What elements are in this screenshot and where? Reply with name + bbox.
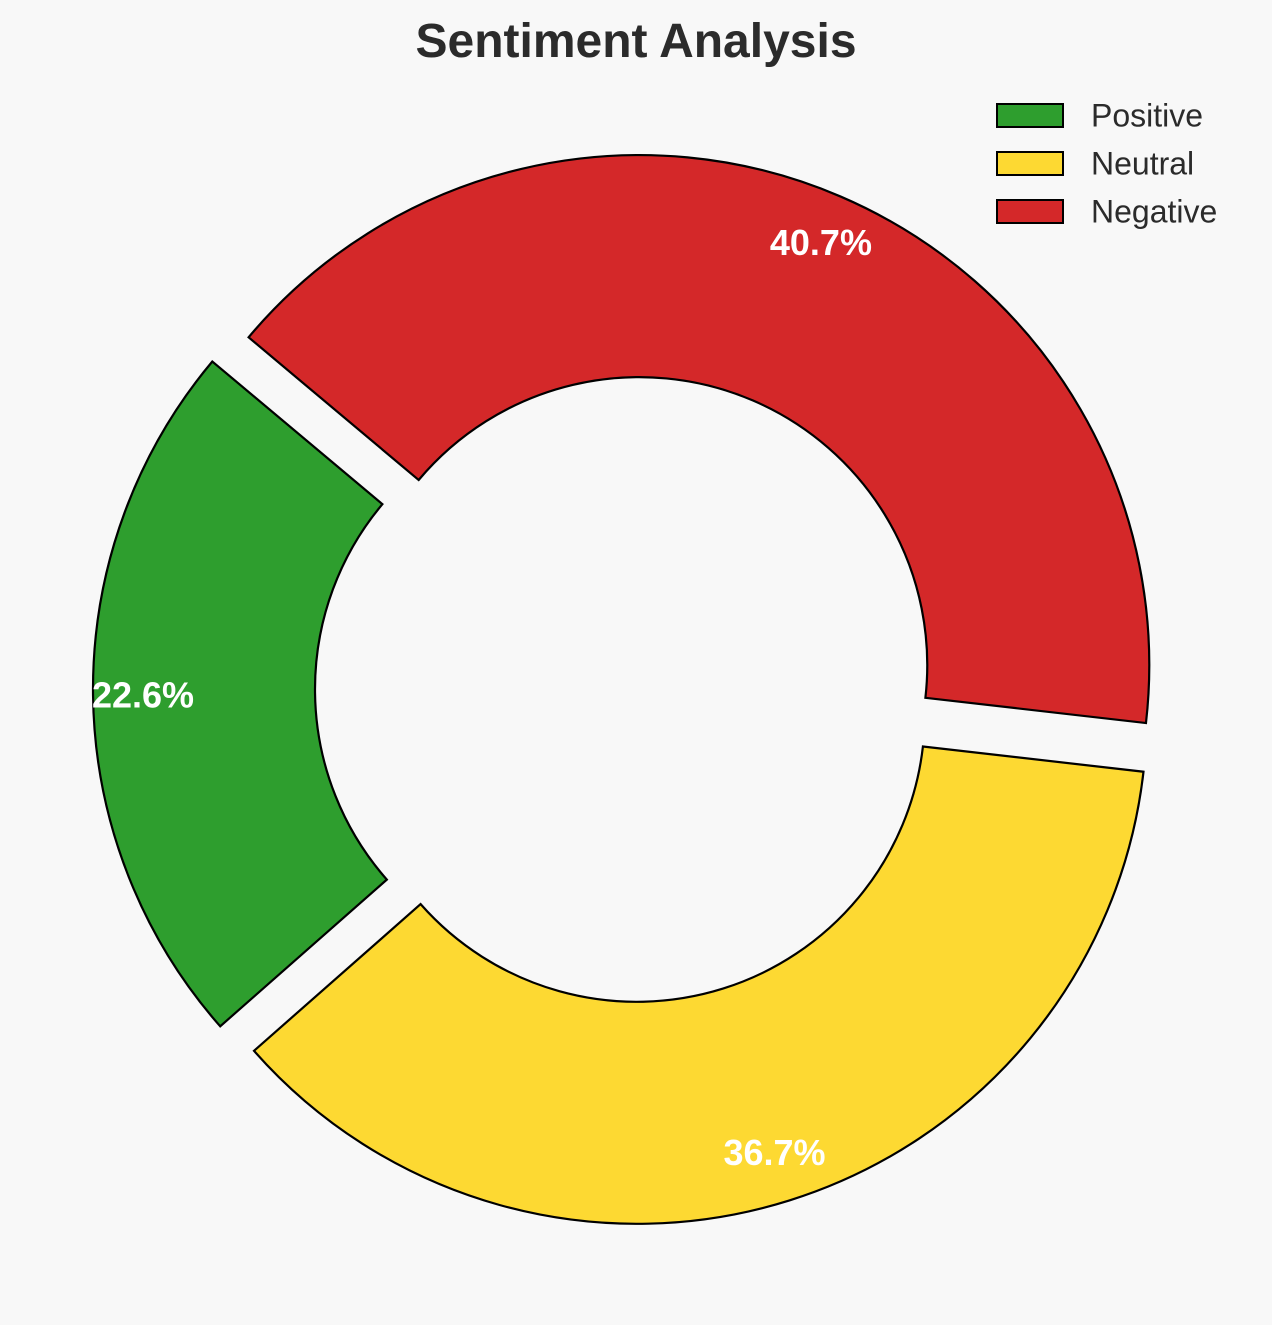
slice-labels-group: 22.6% 36.7% 40.7% xyxy=(92,222,872,1173)
legend-swatch-negative xyxy=(996,199,1064,224)
legend-item-neutral: Neutral xyxy=(996,146,1194,182)
chart-title: Sentiment Analysis xyxy=(415,15,856,68)
slices-group xyxy=(91,154,1151,1225)
slice-label-negative: 40.7% xyxy=(770,222,872,263)
slice-label-neutral: 36.7% xyxy=(723,1132,825,1173)
legend-swatch-neutral xyxy=(996,151,1064,176)
legend-swatch-positive xyxy=(996,103,1064,128)
legend: Positive Neutral Negative xyxy=(996,98,1217,230)
legend-item-positive: Positive xyxy=(996,98,1203,134)
legend-label-neutral: Neutral xyxy=(1091,146,1194,182)
slice-neutral xyxy=(252,745,1145,1225)
legend-label-negative: Negative xyxy=(1091,194,1217,230)
slice-negative xyxy=(247,154,1151,725)
legend-label-positive: Positive xyxy=(1091,98,1203,134)
legend-item-negative: Negative xyxy=(996,194,1217,230)
slice-positive xyxy=(91,359,389,1028)
slice-label-positive: 22.6% xyxy=(92,674,194,715)
